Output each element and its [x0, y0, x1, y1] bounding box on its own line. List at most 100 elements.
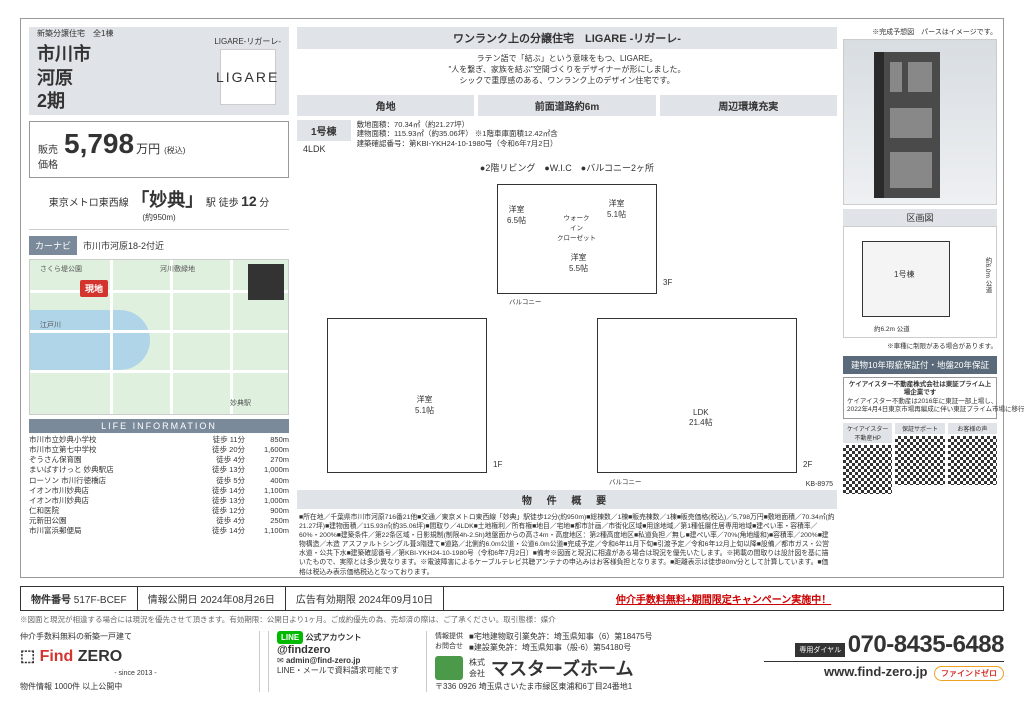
- qr-label: ケイアイスター不動産HP: [843, 423, 892, 443]
- feature-cell: 角地: [297, 95, 474, 116]
- floor-label: 2F: [803, 460, 812, 469]
- warranty-bar: 建物10年瑕疵保証付・地盤20年保証: [843, 356, 997, 374]
- feature-row: 角地 前面道路約6m 周辺環境充実: [297, 95, 837, 116]
- room-label: 洋室 5.1帖: [415, 394, 434, 416]
- fz-since: - since 2013 -: [20, 670, 251, 677]
- floor-plan: 洋室 6.5帖 洋室 5.1帖 洋室 5.5帖 ウォーク イン クローゼット 3…: [297, 178, 837, 488]
- left-column: 新築分譲住宅 全1棟 市川市 河原 2期 LIGARE-リガーレ- LIGARE…: [29, 27, 289, 536]
- unit-number: 1号棟: [297, 120, 351, 141]
- pub-label: 情報公開日: [148, 595, 198, 606]
- walk-unit: 分: [259, 198, 269, 209]
- room-label: 洋室 5.1帖: [607, 198, 626, 220]
- exp-date: 2024年09月10日: [359, 595, 434, 606]
- feature-icons: ●2階リビング ●W.I.C ●バルコニー2ヶ所: [297, 161, 837, 174]
- map-spot-marker: 現地: [80, 280, 108, 297]
- life-info-header: LIFE INFORMATION: [29, 419, 289, 433]
- room-label: LDK 21.4帖: [689, 408, 713, 428]
- company-prefix: 株式 会社: [469, 657, 485, 679]
- license-2: ■建設業免許：埼玉県知事（般-6）第54180号: [469, 642, 653, 653]
- unit-header: 1号棟 4LDK 敷地面積：70.34㎡（約21.27坪） 建物面積：115.9…: [297, 120, 837, 157]
- line-label: 公式アカウント: [305, 633, 361, 642]
- plot-note: ※車種に制限がある場合があります。: [843, 340, 997, 350]
- footer-line: LINE 公式アカウント @findzero ✉ admin@find-zero…: [268, 631, 418, 692]
- fz-logo: ⬚ Find ZERO: [20, 646, 251, 666]
- desc-line: ラテン語で「結ぶ」という意味をもつ、LIGARE。: [297, 53, 837, 64]
- inquiry-label: 情報提供 お問合せ: [435, 631, 463, 653]
- plan-code: KB-8975: [806, 481, 833, 488]
- balcony-label: バルコニー: [509, 296, 541, 306]
- price-unit: 万円: [136, 140, 160, 157]
- desc-line: シックで重厚感のある、ワンランク上のデザイン住宅です。: [297, 75, 837, 86]
- price-tax: (税込): [164, 145, 185, 156]
- footer: 仲介手数料無料の新築一戸建て ⬚ Find ZERO - since 2013 …: [20, 631, 1004, 692]
- qr-icon: [843, 445, 892, 494]
- floor-label: 3F: [663, 278, 672, 287]
- line-id: @findzero: [277, 644, 331, 656]
- feature-cell: 前面道路約6m: [478, 95, 655, 116]
- kei-line: ケイアイスター不動産は2016年に東証一部上場し、 2022年4月4日東京市場再…: [847, 398, 1024, 413]
- spec-line: 建築確認番号：第KBI-YKH24-10-1980号（令和6年7月2日）: [357, 139, 837, 149]
- qr-label: お客様の声: [948, 423, 997, 434]
- fz-count: 物件情報 1000件 以上公開中: [20, 681, 251, 692]
- price-label: 販売 価格: [38, 141, 58, 171]
- qr-icon: [948, 436, 997, 485]
- map-qr-icon: [248, 264, 284, 300]
- qr-row: ケイアイスター不動産HP 保証サポート お客様の声: [843, 423, 997, 494]
- station-box: 東京メトロ東西線 「妙典」 駅 徒歩 12 分 (約950m): [29, 186, 289, 230]
- company-address: 〒336 0926 埼玉県さいたま市緑区東浦和6丁目24番地1: [435, 681, 756, 692]
- carnav-label: カーナビ: [29, 236, 77, 255]
- walk-min: 12: [241, 193, 257, 209]
- price-value: 5,798: [64, 128, 134, 160]
- company-name: マスターズホーム: [491, 655, 634, 681]
- summary-text: ■所在地／千葉県市川市河原716番21他■交通／東京メトロ東西線「妙典」駅徒歩1…: [297, 509, 837, 581]
- pub-date: 2024年08月26日: [200, 595, 275, 606]
- walk-distance: (約950m): [142, 213, 175, 222]
- ligare-logo: LIGARE: [220, 49, 276, 105]
- room-label: 洋室 6.5帖: [507, 204, 526, 226]
- line-note: LINE・メールで資料請求可能です: [277, 666, 399, 675]
- qr-icon: [895, 436, 944, 485]
- plot-diagram: 1号棟 約6.0m 公道 約6.2m 公道: [843, 226, 997, 338]
- summary-header: 物 件 概 要: [297, 490, 837, 509]
- city-name: 市川市 河原 2期: [37, 43, 113, 113]
- title-box: 新築分譲住宅 全1棟 市川市 河原 2期 LIGARE-リガーレ- LIGARE: [29, 27, 289, 115]
- room-label: 洋室 5.5帖: [569, 252, 588, 274]
- company-url: www.find-zero.jp: [824, 664, 928, 679]
- feature-cell: 周辺環境充実: [660, 95, 837, 116]
- search-badge: ファインドゼロ: [934, 666, 1004, 681]
- location-map: 現地 さくら堤公園 河川敷緑地 江戸川 妙典駅: [29, 259, 289, 415]
- station-suffix: 駅 徒歩: [206, 198, 239, 209]
- building-render: [843, 39, 997, 205]
- qr-label: 保証サポート: [895, 423, 944, 434]
- disclaimer: ※図面と現況が相違する場合には現況を優先させて頂きます。有効期限：公開日より1ヶ…: [20, 614, 1004, 625]
- fz-tagline: 仲介手数料無料の新築一戸建て: [20, 631, 251, 642]
- tel-number: 070-8435-6488: [848, 631, 1004, 658]
- plot-road: 約6.0m 公道: [982, 257, 992, 293]
- render-note: ※完成予想図 パースはイメージです。: [843, 27, 997, 37]
- balcony-label: バルコニー: [609, 476, 641, 486]
- ligare-label: LIGARE-リガーレ-: [214, 36, 281, 47]
- property-desc: ラテン語で「結ぶ」という意味をもつ、LIGARE。 "人を繋ぎ、家族を結ぶ"空間…: [297, 49, 837, 93]
- mh-logo-icon: [435, 656, 463, 680]
- exp-label: 広告有効期限: [296, 595, 356, 606]
- price-box: 販売 価格 5,798 万円 (税込): [29, 121, 289, 178]
- line-mail: admin@find-zero.jp: [286, 656, 360, 665]
- spec-line: 建物面積：115.93㎡（約35.06坪） ※1階車庫面積12.42㎡含: [357, 129, 837, 139]
- unit-specs: 敷地面積：70.34㎡（約21.27坪） 建物面積：115.93㎡（約35.06…: [357, 120, 837, 157]
- room-label: ウォーク イン クローゼット: [557, 212, 596, 242]
- station-name: 「妙典」: [131, 190, 203, 210]
- property-title: ワンランク上の分譲住宅 LIGARE -リガーレ-: [297, 27, 837, 49]
- prop-num: 517F-BCEF: [74, 595, 127, 606]
- floor-label: 1F: [493, 460, 502, 469]
- footer-company: 情報提供 お問合せ ■宅地建物取引業免許：埼玉県知事（6）第18475号 ■建設…: [426, 631, 756, 692]
- footer-tel: 専用ダイヤル 070-8435-6488 www.find-zero.jp ファ…: [764, 631, 1004, 692]
- tag-line: 新築分譲住宅 全1棟: [37, 28, 113, 39]
- plot-road: 約6.2m 公道: [874, 323, 910, 333]
- kei-box: ケイアイスター不動産株式会社は東証プライム上場企業です ケイアイスター不動産は2…: [843, 377, 997, 419]
- right-column: ※完成予想図 パースはイメージです。 区画図 1号棟 約6.0m 公道 約6.2…: [843, 27, 997, 494]
- carnav-value: 市川市河原18-2付近: [77, 236, 289, 255]
- listing-sheet: 新築分譲住宅 全1棟 市川市 河原 2期 LIGARE-リガーレ- LIGARE…: [20, 18, 1004, 578]
- kei-line: ケイアイスター不動産株式会社は東証プライム上場企業です: [849, 381, 991, 396]
- unit-type: 4LDK: [297, 141, 351, 157]
- tel-label: 専用ダイヤル: [795, 643, 845, 657]
